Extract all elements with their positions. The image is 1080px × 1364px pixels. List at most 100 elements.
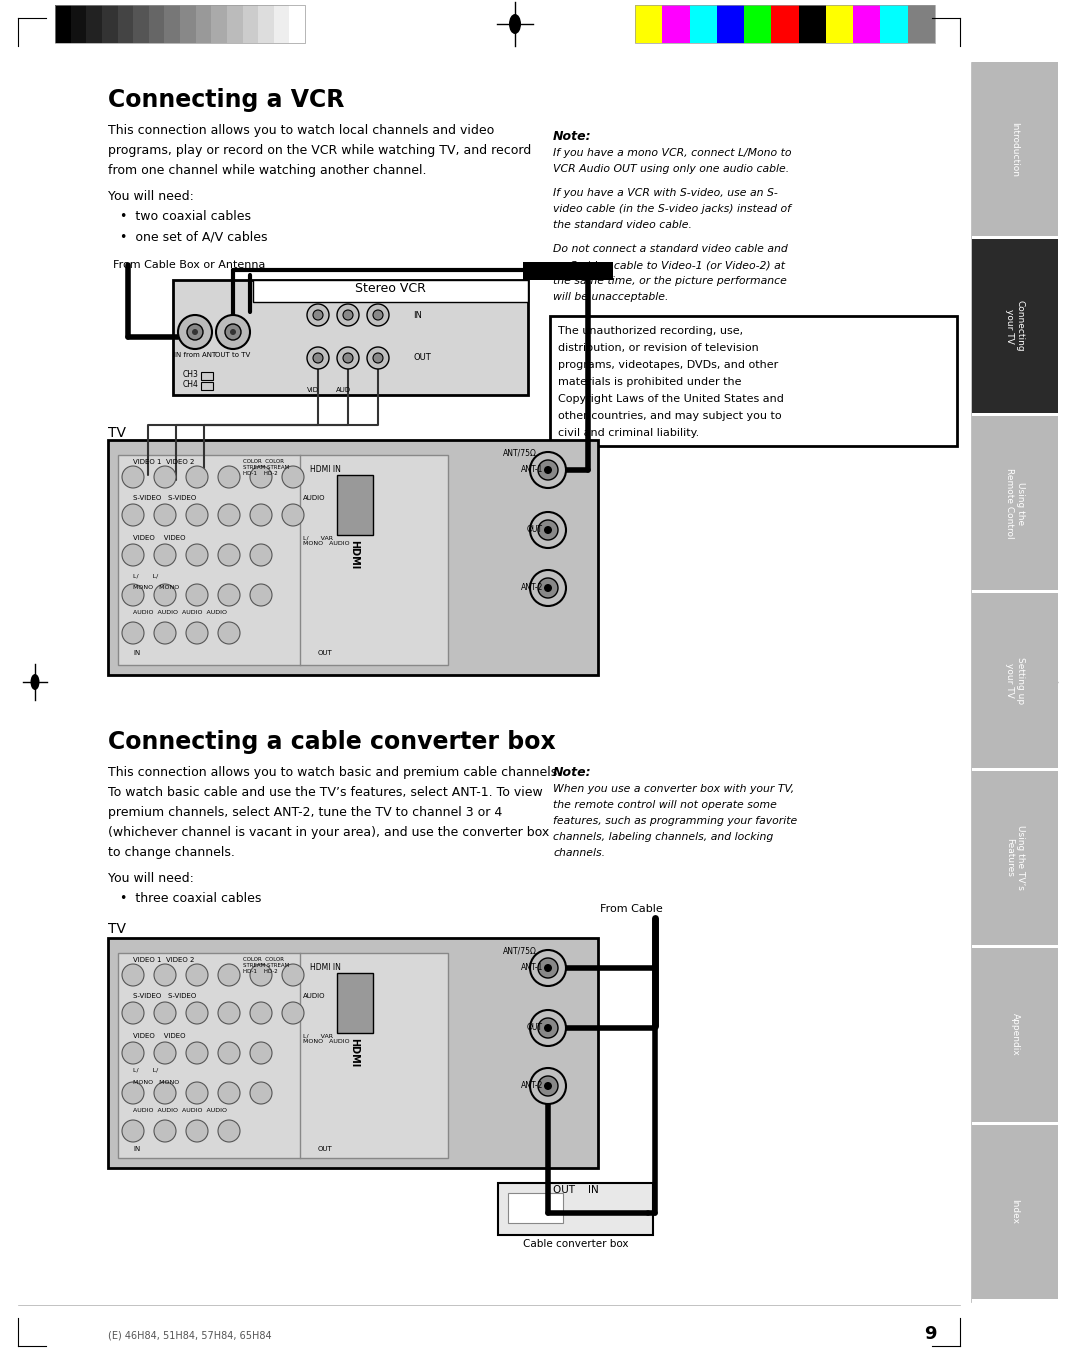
Circle shape [154, 544, 176, 566]
Bar [498, 1183, 653, 1234]
Bar [273, 5, 289, 44]
Bar [523, 262, 613, 280]
Text: OUT    IN: OUT IN [553, 1185, 598, 1195]
Circle shape [538, 578, 558, 597]
Circle shape [530, 1068, 566, 1103]
Text: When you use a converter box with your TV,: When you use a converter box with your T… [553, 784, 794, 794]
Bar [635, 5, 662, 44]
Text: HDMI: HDMI [350, 1038, 360, 1067]
Bar [972, 948, 1058, 1121]
Bar [149, 5, 164, 44]
Circle shape [186, 1042, 208, 1064]
Circle shape [249, 1082, 272, 1103]
Bar [972, 416, 1058, 591]
Circle shape [122, 544, 144, 566]
Text: to change channels.: to change channels. [108, 846, 234, 859]
Circle shape [186, 964, 208, 986]
Ellipse shape [30, 674, 40, 690]
Bar [253, 280, 528, 301]
Text: premium channels, select ANT-2, tune the TV to channel 3 or 4: premium channels, select ANT-2, tune the… [108, 806, 502, 818]
Circle shape [218, 964, 240, 986]
Text: AUDIO  AUDIO  AUDIO  AUDIO: AUDIO AUDIO AUDIO AUDIO [133, 610, 227, 615]
Circle shape [538, 958, 558, 978]
Text: From Cable Box or Antenna: From Cable Box or Antenna [113, 261, 266, 270]
Bar [550, 316, 957, 446]
Bar [70, 5, 86, 44]
Circle shape [538, 1018, 558, 1038]
Text: VIDEO 1  VIDEO 2: VIDEO 1 VIDEO 2 [133, 958, 194, 963]
Bar [118, 5, 133, 44]
Circle shape [218, 584, 240, 606]
Bar [853, 5, 880, 44]
Text: ANT-1: ANT-1 [521, 465, 543, 475]
Circle shape [544, 1082, 552, 1090]
Text: •  two coaxial cables: • two coaxial cables [120, 210, 251, 222]
Circle shape [544, 964, 552, 973]
Text: AUDIO  AUDIO  AUDIO  AUDIO: AUDIO AUDIO AUDIO AUDIO [133, 1108, 227, 1113]
Circle shape [307, 304, 329, 326]
Text: IN from ANT: IN from ANT [174, 352, 216, 357]
Text: AUDIO: AUDIO [303, 495, 325, 501]
Bar [258, 5, 273, 44]
Bar [798, 5, 826, 44]
Text: You will need:: You will need: [108, 872, 194, 885]
Circle shape [154, 964, 176, 986]
Text: Note:: Note: [553, 767, 592, 779]
Text: materials is prohibited under the: materials is prohibited under the [558, 376, 742, 387]
Circle shape [530, 1009, 566, 1046]
Circle shape [154, 622, 176, 644]
Text: the standard video cable.: the standard video cable. [553, 220, 692, 231]
Text: COLOR  COLOR
STREAM STREAM
HD-1    HD-2: COLOR COLOR STREAM STREAM HD-1 HD-2 [243, 958, 289, 974]
Circle shape [218, 1042, 240, 1064]
Circle shape [122, 1082, 144, 1103]
Circle shape [544, 466, 552, 475]
Text: civil and criminal liability.: civil and criminal liability. [558, 428, 699, 438]
Circle shape [122, 964, 144, 986]
Circle shape [122, 1003, 144, 1024]
Circle shape [249, 505, 272, 527]
Circle shape [154, 1120, 176, 1142]
Text: Do not connect a standard video cable and: Do not connect a standard video cable an… [553, 244, 787, 254]
Circle shape [218, 505, 240, 527]
Text: AUD: AUD [336, 387, 351, 393]
Circle shape [218, 622, 240, 644]
Text: other countries, and may subject you to: other countries, and may subject you to [558, 411, 782, 421]
Text: Using the TV’s
Features: Using the TV’s Features [1005, 825, 1025, 891]
Circle shape [530, 512, 566, 548]
Circle shape [373, 310, 383, 321]
Text: HDMI IN: HDMI IN [310, 465, 340, 475]
Text: Using the
Remote Control: Using the Remote Control [1005, 468, 1025, 539]
Text: VIDEO 1  VIDEO 2: VIDEO 1 VIDEO 2 [133, 460, 194, 465]
Text: CH3
CH4: CH3 CH4 [183, 370, 199, 389]
Circle shape [192, 329, 198, 336]
Circle shape [337, 346, 359, 370]
Circle shape [225, 325, 241, 340]
Text: TV: TV [108, 426, 126, 441]
Text: channels, labeling channels, and locking: channels, labeling channels, and locking [553, 832, 773, 842]
Text: AUDIO: AUDIO [303, 993, 325, 998]
Bar [102, 5, 118, 44]
Text: VIDEO    VIDEO: VIDEO VIDEO [133, 535, 186, 542]
Bar [972, 593, 1058, 768]
Bar [108, 938, 598, 1168]
Text: HDMI IN: HDMI IN [310, 963, 340, 973]
Circle shape [218, 466, 240, 488]
Text: 9: 9 [923, 1324, 936, 1344]
Circle shape [186, 1082, 208, 1103]
Bar [201, 372, 213, 381]
Circle shape [544, 527, 552, 533]
Circle shape [154, 466, 176, 488]
Bar [133, 5, 149, 44]
Circle shape [530, 451, 566, 488]
Circle shape [216, 315, 249, 349]
Text: VIDEO    VIDEO: VIDEO VIDEO [133, 1033, 186, 1039]
Circle shape [122, 1120, 144, 1142]
Text: ANT-2: ANT-2 [521, 1082, 543, 1090]
Text: the remote control will not operate some: the remote control will not operate some [553, 801, 777, 810]
Bar [195, 5, 212, 44]
Text: Connecting a VCR: Connecting a VCR [108, 89, 345, 112]
Bar [972, 61, 1058, 236]
Text: •  three coaxial cables: • three coaxial cables [120, 892, 261, 904]
Circle shape [307, 346, 329, 370]
Circle shape [530, 570, 566, 606]
